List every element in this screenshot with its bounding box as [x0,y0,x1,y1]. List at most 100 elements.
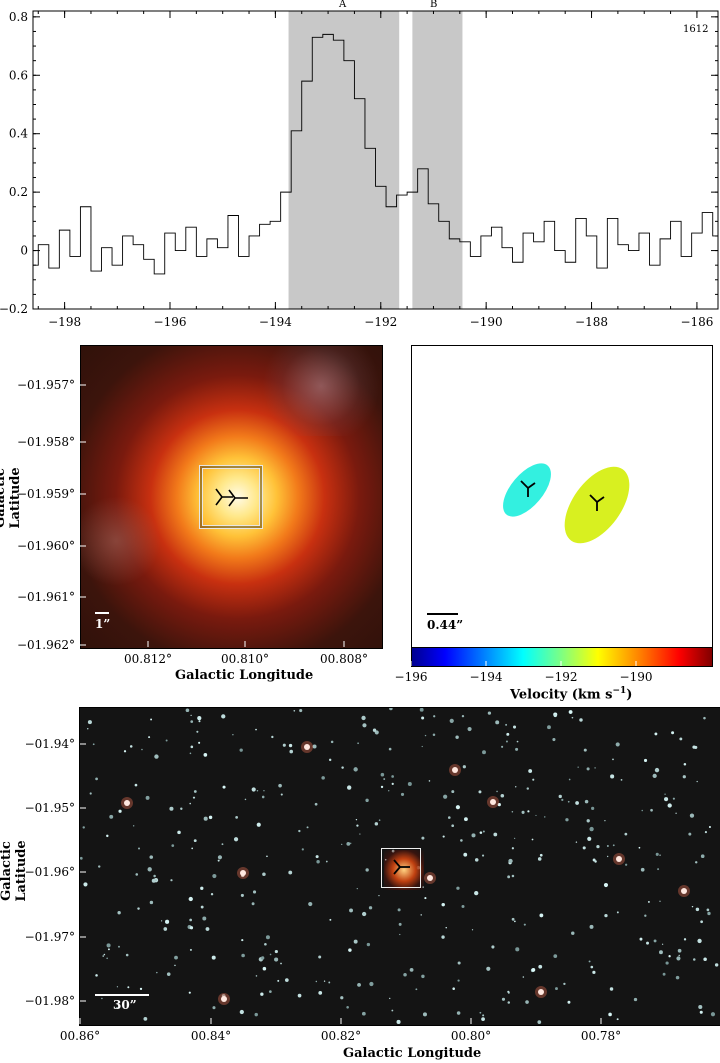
star [496,790,498,793]
star [428,780,431,782]
y-tick-label: −01.96° [25,865,75,879]
star [647,900,650,903]
star [323,980,326,982]
y-tick-label: −01.959° [17,487,75,501]
zoom-image-panel: 1” [80,345,383,649]
star [349,908,353,913]
star [380,785,384,789]
star [208,815,213,820]
star [359,833,361,835]
star [361,1011,366,1016]
star [451,790,455,794]
star [174,955,178,960]
star [640,867,645,872]
y-tick-label: 0.2 [9,185,28,199]
wide-scalebar-label: 30” [113,998,137,1012]
star [362,911,367,917]
star [166,919,169,922]
star [449,718,454,724]
star [396,1019,401,1024]
star [314,802,318,806]
star [149,900,154,905]
star [612,844,615,847]
star [521,810,525,814]
star [677,948,682,953]
star [190,720,194,723]
star [388,747,392,751]
star [80,856,83,860]
star [535,814,537,817]
star [383,778,386,781]
star [407,781,412,786]
x-tick-label: −196 [154,315,187,329]
star [212,1006,216,1010]
star [205,927,210,931]
star [703,957,707,962]
star [603,882,609,888]
star [203,816,208,821]
star [583,748,587,752]
star [456,886,460,890]
star [262,872,266,876]
star [604,913,608,918]
star [298,829,301,833]
star [558,794,562,799]
y-tick-label: −01.97° [25,930,75,944]
star [315,980,318,983]
star [664,797,669,802]
star [235,815,239,819]
star [260,956,265,960]
star [106,957,108,960]
star [594,767,596,769]
star [527,810,530,813]
star [137,847,141,850]
star [422,1012,427,1017]
star [421,974,425,979]
star [222,785,226,789]
y-tick-label: −01.958° [17,435,75,449]
star [189,926,194,930]
star [683,763,687,766]
star [285,978,289,982]
star [217,859,220,862]
star [532,778,535,781]
star [289,749,294,754]
y-tick-label: −01.961° [17,590,75,604]
star [217,855,223,860]
star [538,964,543,969]
star [596,844,600,849]
star [641,809,643,812]
star [441,902,445,907]
star [328,758,332,762]
velocity-scalebar-line [427,613,458,615]
star [391,1009,394,1012]
star [95,974,98,977]
star [106,943,111,948]
x-tick-label: 00.80° [451,1029,491,1043]
star [421,716,425,720]
star [188,896,193,902]
wide-scalebar-line [95,994,149,996]
star [306,826,309,829]
star [616,911,619,914]
y-tick-label: −01.94° [25,737,75,751]
star [451,824,455,828]
star [241,939,244,942]
star [232,733,234,736]
star [415,988,418,991]
star [239,748,243,752]
star [127,986,130,989]
star [170,879,173,882]
star [280,793,283,796]
y-tick-label: 0.6 [9,68,28,82]
bright-star [124,800,130,806]
bright-star [616,856,622,862]
star [266,855,268,858]
star [244,798,247,801]
star [288,870,293,875]
star [620,778,623,781]
star [587,836,592,841]
star [460,839,463,842]
star [271,735,274,739]
